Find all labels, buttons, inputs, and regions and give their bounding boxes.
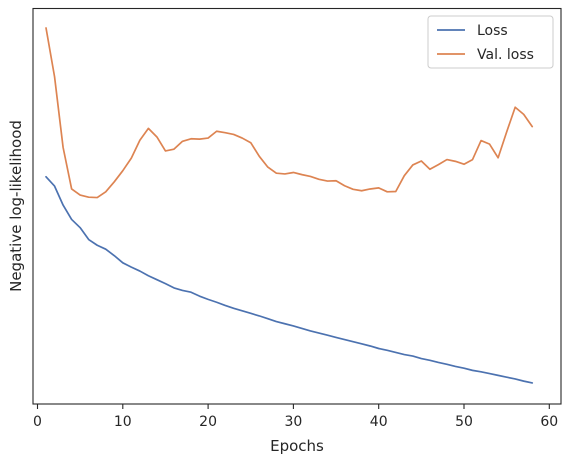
x-ticks: 0 10 20 30 40 50 60 bbox=[33, 404, 558, 430]
legend: Loss Val. loss bbox=[427, 15, 554, 69]
x-tick-label: 40 bbox=[370, 414, 388, 430]
x-tick-label: 20 bbox=[199, 414, 217, 430]
y-axis-label: Negative log-likelihood bbox=[7, 120, 25, 292]
plot-area bbox=[33, 8, 561, 404]
x-tick-label: 60 bbox=[540, 414, 558, 430]
x-axis-label: Epochs bbox=[270, 437, 324, 455]
x-tick-label: 50 bbox=[455, 414, 473, 430]
series-lines bbox=[45, 27, 534, 384]
legend-label: Val. loss bbox=[477, 47, 534, 63]
legend-label: Loss bbox=[477, 23, 508, 39]
axes bbox=[32, 7, 562, 405]
x-tick-label: 30 bbox=[284, 414, 302, 430]
x-tick-label: 0 bbox=[33, 414, 42, 430]
series-line-loss bbox=[45, 175, 534, 384]
series-line-val-loss bbox=[45, 27, 534, 199]
legend-box bbox=[427, 15, 554, 69]
x-tick-label: 10 bbox=[114, 414, 132, 430]
axes-frame bbox=[32, 7, 562, 405]
